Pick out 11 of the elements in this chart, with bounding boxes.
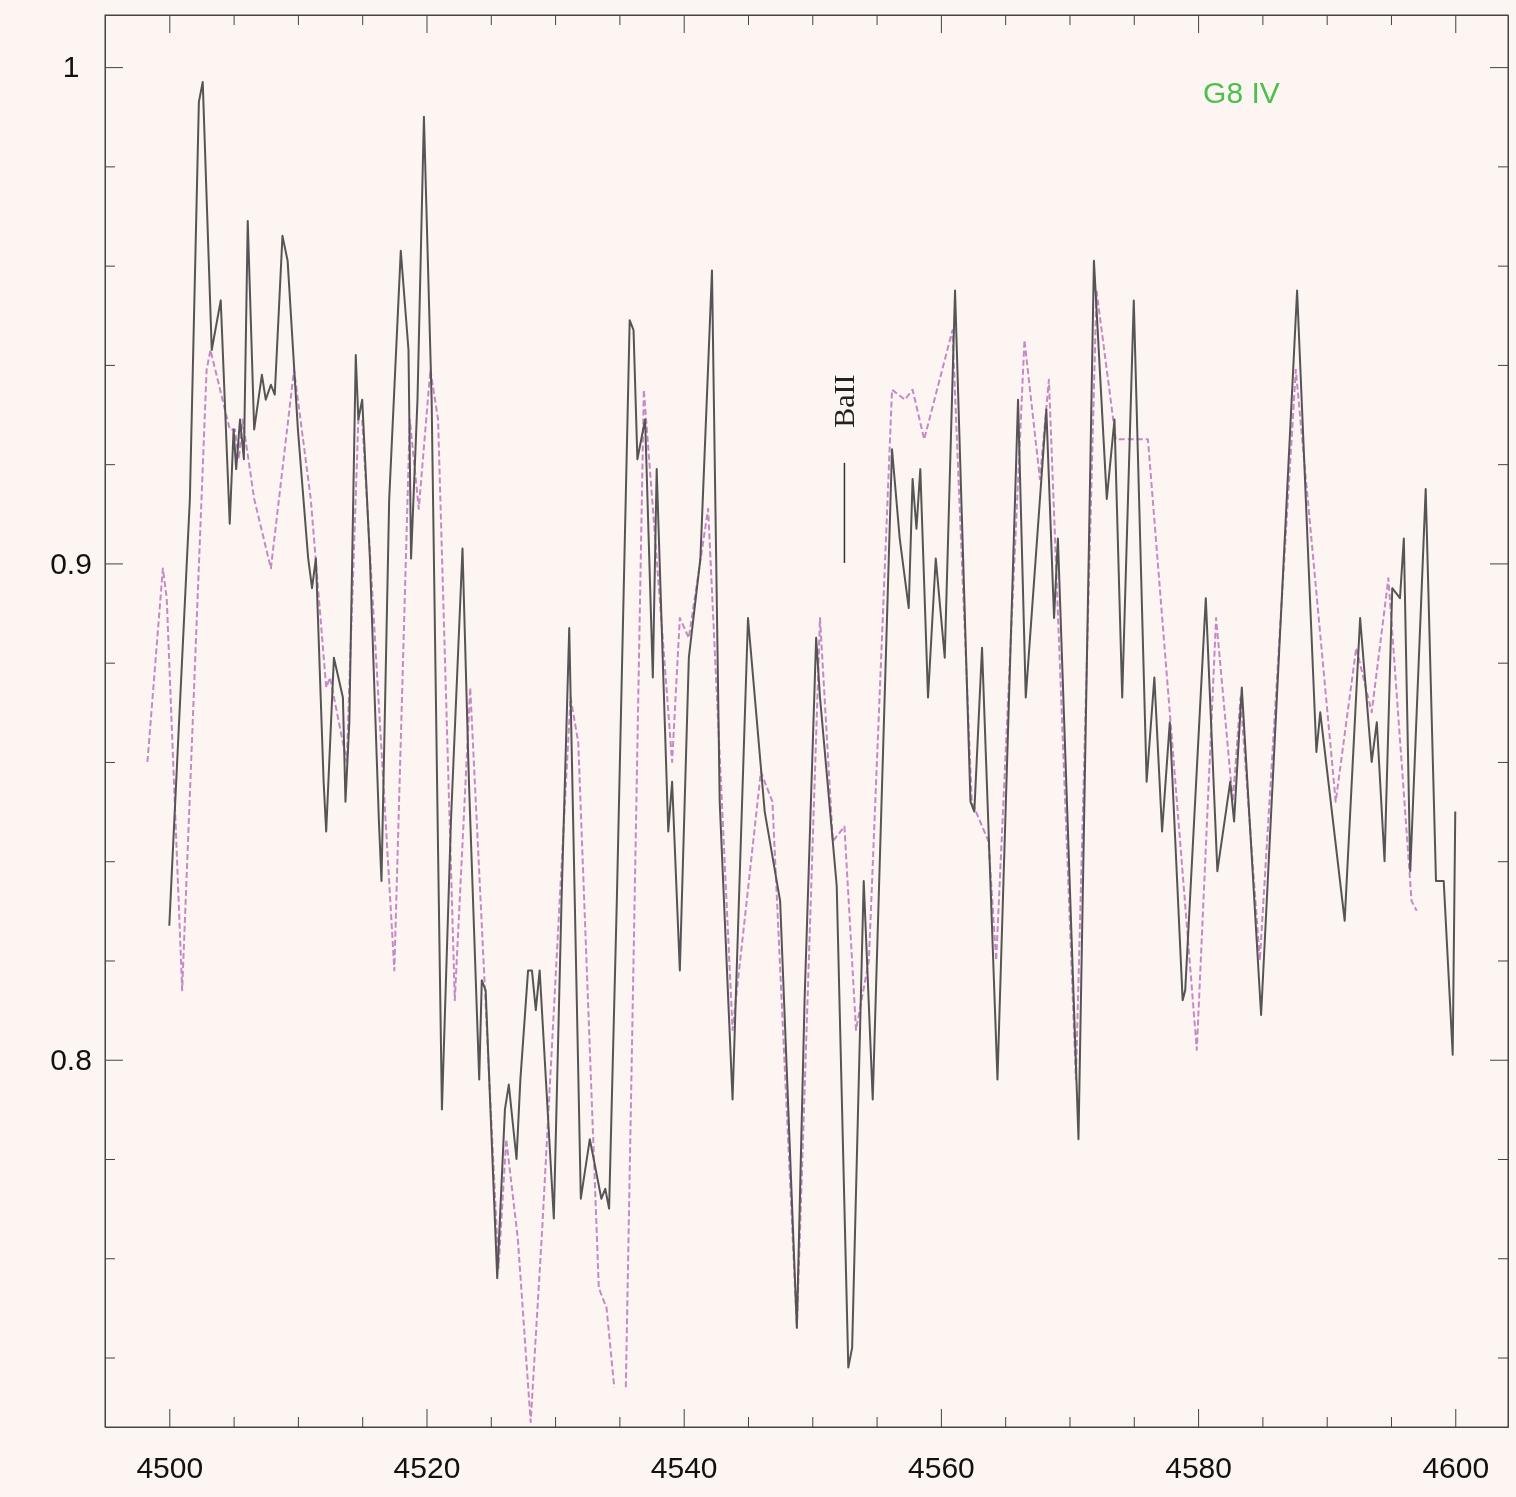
x-tick-label: 4560: [908, 1451, 975, 1485]
annotation: G8 IV: [1203, 76, 1280, 109]
y-tick-label: 0.9: [50, 546, 92, 580]
x-tick-label: 4600: [1422, 1451, 1490, 1485]
y-tick-label: 1: [62, 50, 80, 84]
x-tick-label: 4500: [136, 1451, 204, 1485]
x-tick-label: 4520: [393, 1451, 461, 1485]
ref-line-label: BaII: [827, 374, 861, 428]
y-tick-label: 0.8: [50, 1042, 92, 1076]
x-tick-label: 4580: [1165, 1451, 1232, 1485]
x-tick-label: 4540: [650, 1451, 718, 1485]
